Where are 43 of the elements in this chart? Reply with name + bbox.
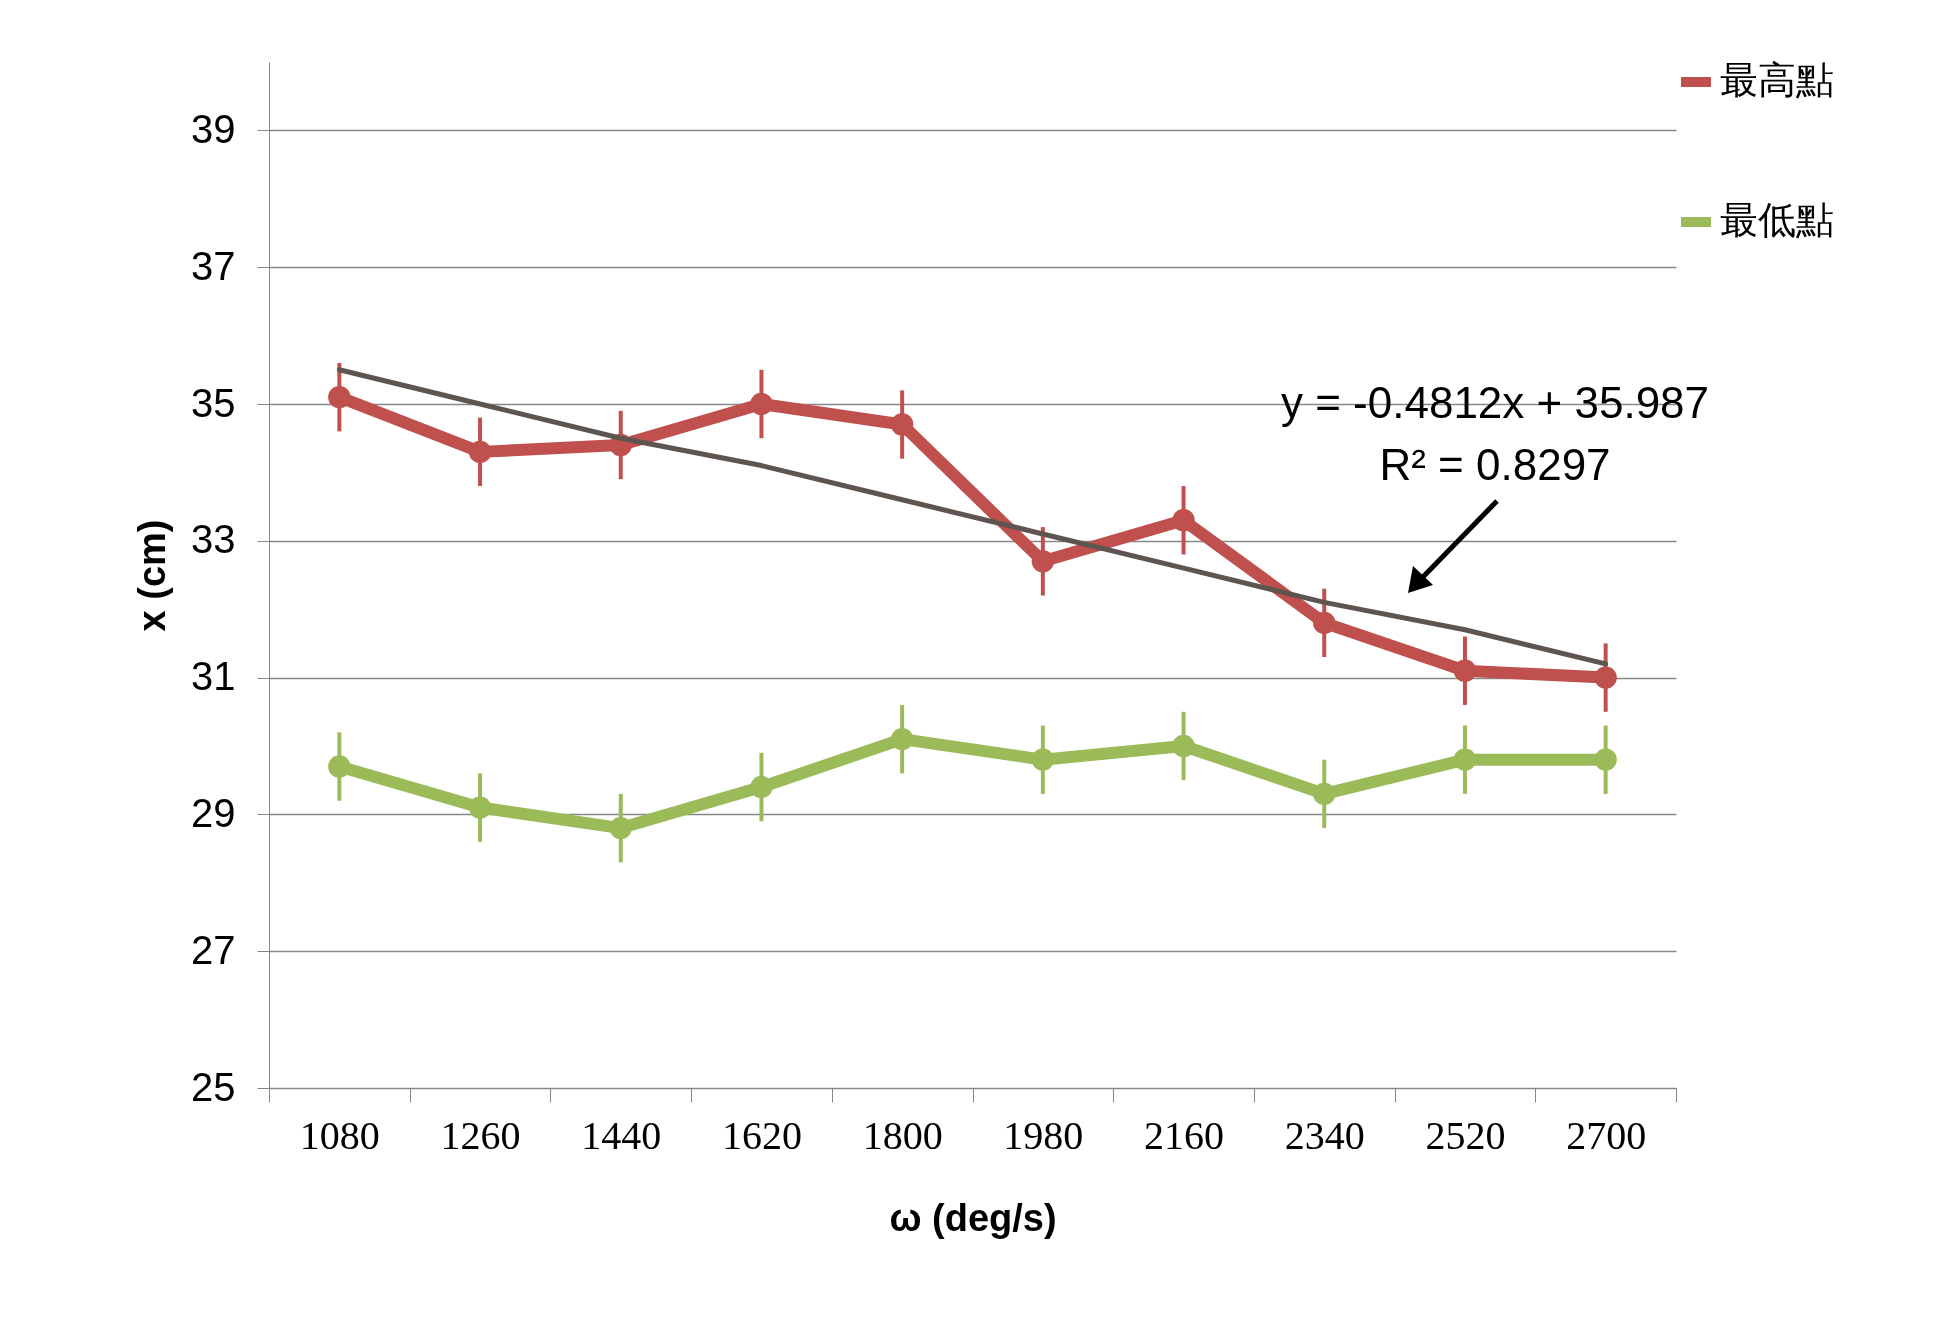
x-axis-title: ω (deg/s) bbox=[889, 1196, 1057, 1239]
annotation: R² = 0.8297 bbox=[1379, 440, 1611, 489]
y-tick-label: 33 bbox=[191, 517, 236, 562]
point bbox=[890, 413, 914, 436]
x-tick-label: 1620 bbox=[721, 1112, 802, 1158]
y-tick-label: 31 bbox=[191, 654, 236, 699]
point bbox=[1594, 666, 1617, 689]
point bbox=[468, 796, 492, 819]
point bbox=[609, 816, 632, 840]
legend-label: 最高點 bbox=[1720, 59, 1834, 101]
point bbox=[1172, 509, 1195, 532]
x-tick-label: 1800 bbox=[862, 1112, 943, 1158]
point bbox=[750, 775, 773, 799]
point bbox=[1594, 748, 1617, 771]
y-tick-label: 39 bbox=[191, 106, 236, 151]
y-tick-label: 37 bbox=[191, 243, 236, 288]
legend-label: 最低點 bbox=[1720, 199, 1834, 241]
point bbox=[1453, 748, 1477, 771]
point bbox=[1031, 748, 1055, 771]
point bbox=[1313, 782, 1336, 806]
y-tick-label: 35 bbox=[191, 380, 236, 425]
point bbox=[1313, 611, 1336, 635]
x-tick-label: 2700 bbox=[1566, 1112, 1647, 1158]
x-tick-label: 1440 bbox=[581, 1112, 662, 1158]
point bbox=[1453, 659, 1477, 682]
y-tick-label: 29 bbox=[191, 790, 236, 835]
x-tick-label: 2340 bbox=[1284, 1112, 1365, 1158]
point bbox=[328, 755, 351, 778]
annotation: y = -0.4812x + 35.987 bbox=[1280, 378, 1710, 427]
x-tick-label: 2160 bbox=[1144, 1112, 1225, 1158]
point bbox=[328, 386, 351, 409]
y-axis-title: x (cm) bbox=[131, 519, 174, 632]
x-tick-label: 1080 bbox=[299, 1112, 380, 1158]
point bbox=[468, 440, 492, 464]
point bbox=[1172, 734, 1195, 758]
y-tick-label: 27 bbox=[191, 927, 236, 972]
x-tick-label: 2520 bbox=[1425, 1112, 1506, 1158]
x-tick-label: 1260 bbox=[440, 1112, 521, 1158]
x-tick-label: 1980 bbox=[1003, 1112, 1084, 1158]
point bbox=[750, 392, 773, 416]
y-tick-label: 25 bbox=[191, 1064, 236, 1109]
point bbox=[890, 728, 914, 751]
point bbox=[1031, 550, 1055, 573]
